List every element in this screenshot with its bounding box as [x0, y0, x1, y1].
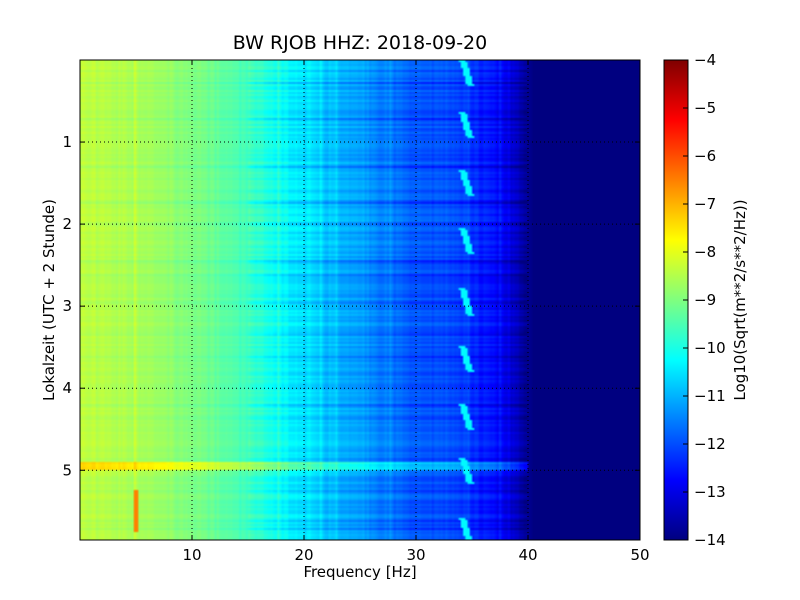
plot-frame [79, 59, 641, 541]
colorbar-tick-label: −4 [694, 51, 716, 69]
x-tick-label: 50 [630, 546, 649, 564]
y-tick-label: 2 [62, 215, 72, 233]
colorbar-tick-label: −6 [694, 147, 716, 165]
y-axis: 1 2 3 4 5 [62, 133, 640, 479]
x-axis: 10 20 30 40 50 [182, 60, 650, 564]
colorbar-tick-label: −14 [694, 531, 726, 549]
spectrogram-heatmap [80, 60, 640, 540]
y-tick-label: 1 [62, 133, 72, 151]
y-tick-label: 5 [62, 461, 72, 479]
y-tick-label: 3 [62, 297, 72, 315]
x-tick-label: 10 [182, 546, 201, 564]
colorbar-tick-label: −8 [694, 243, 716, 261]
x-tick-label: 30 [406, 546, 425, 564]
x-tick-label: 40 [518, 546, 537, 564]
y-axis-label: Lokalzeit (UTC + 2 Stunde) [40, 199, 58, 401]
colorbar-axis: −4 −5 −6 −7 −8 −9 −10 −11 −12 −13 −14 [683, 51, 726, 549]
x-axis-label: Frequency [Hz] [303, 563, 416, 581]
y-tick-label: 4 [62, 379, 72, 397]
heatmap-area [80, 60, 640, 540]
colorbar-tick-label: −10 [694, 339, 726, 357]
colorbar-tick-label: −13 [694, 483, 726, 501]
colorbar-tick-label: −12 [694, 435, 726, 453]
colorbar-tick-label: −7 [694, 195, 716, 213]
colorbar-tick-label: −11 [694, 387, 726, 405]
chart-title: BW RJOB HHZ: 2018-09-20 [233, 32, 487, 54]
x-tick-label: 20 [294, 546, 313, 564]
colorbar-tick-label: −9 [694, 291, 716, 309]
grid-lines [80, 60, 640, 540]
colorbar-tick-label: −5 [694, 99, 716, 117]
colorbar-label: Log10(Sqrt(m**2/s**2/Hz)) [731, 199, 749, 400]
